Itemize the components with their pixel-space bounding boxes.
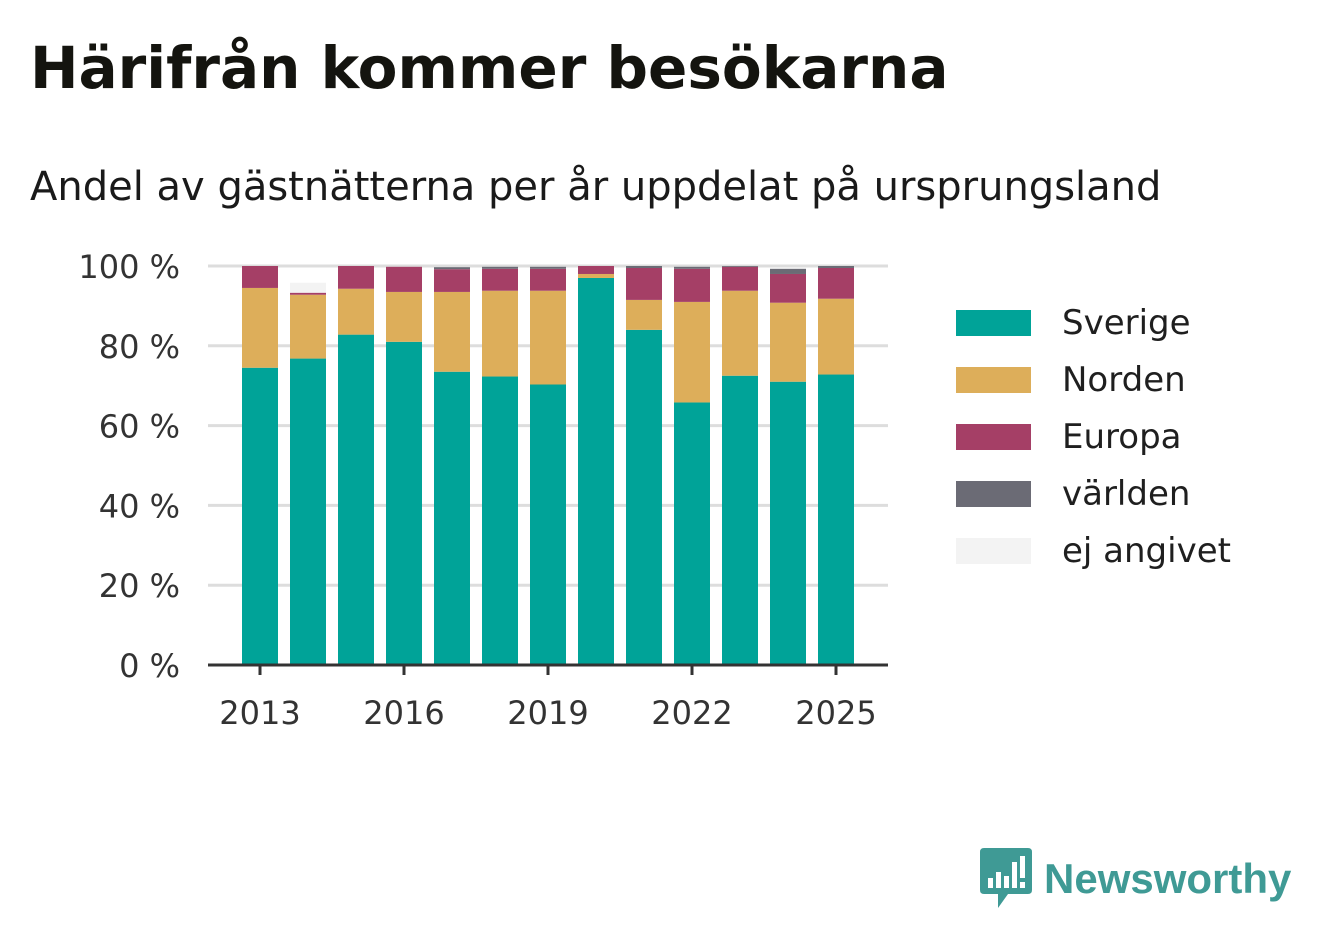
bar-segment bbox=[578, 266, 614, 274]
legend-label: världen bbox=[1062, 474, 1190, 514]
legend-label: Norden bbox=[1062, 360, 1186, 400]
bar-segment bbox=[674, 402, 710, 665]
bar-segment bbox=[578, 277, 614, 665]
bar-segment bbox=[530, 266, 566, 269]
newsworthy-logo-icon bbox=[980, 848, 1032, 908]
bar-segment bbox=[578, 273, 614, 278]
bar-segment bbox=[242, 287, 278, 368]
legend-label: Europa bbox=[1062, 417, 1181, 457]
bar-segment bbox=[530, 268, 566, 291]
bar-segment bbox=[338, 266, 374, 289]
chart-title: Härifrån kommer besökarna bbox=[30, 34, 949, 102]
bar-segment bbox=[770, 273, 806, 303]
legend: Sverige Norden Europa världen ej angivet bbox=[956, 303, 1231, 571]
bar-segment bbox=[386, 291, 422, 342]
x-tick-label: 2013 bbox=[219, 694, 300, 732]
bar-segment bbox=[290, 282, 326, 293]
bar-segment bbox=[722, 375, 758, 665]
bar-segment bbox=[530, 290, 566, 385]
bar-segment bbox=[674, 268, 710, 302]
x-tick-label: 2022 bbox=[651, 694, 732, 732]
bar-segment bbox=[626, 267, 662, 300]
bar-segment bbox=[770, 302, 806, 382]
bar-segment bbox=[386, 341, 422, 665]
x-tick-label: 2016 bbox=[363, 694, 444, 732]
bar-segment bbox=[722, 266, 758, 267]
bar-segment bbox=[770, 268, 806, 274]
y-tick-label: 80 % bbox=[99, 328, 180, 366]
bar-segment bbox=[482, 290, 518, 377]
brand-name: Newsworthy bbox=[1044, 855, 1292, 902]
bar-segment bbox=[674, 266, 710, 269]
chart-subtitle: Andel av gästnätterna per år uppdelat på… bbox=[30, 164, 1162, 210]
bar-segment bbox=[818, 266, 854, 268]
bar-segment bbox=[722, 290, 758, 376]
bar-segment bbox=[242, 367, 278, 665]
bar-segment bbox=[482, 376, 518, 665]
bar-segment bbox=[770, 381, 806, 665]
legend-swatch bbox=[956, 538, 1031, 564]
legend-swatch bbox=[956, 481, 1031, 507]
bar-segment bbox=[722, 266, 758, 291]
bar-segment bbox=[434, 291, 470, 372]
bar-segment bbox=[338, 288, 374, 335]
bar-segment bbox=[818, 298, 854, 375]
y-tick-label: 60 % bbox=[99, 408, 180, 446]
bar-segment bbox=[290, 358, 326, 665]
bar-segment bbox=[290, 294, 326, 359]
bar-segment bbox=[626, 266, 662, 268]
axes: 0 % 20 % 40 % 60 % 80 % 100 % 2013 2016 2019 2022… bbox=[78, 248, 888, 732]
bar-segment bbox=[626, 329, 662, 665]
bar-segment bbox=[434, 371, 470, 665]
bar-segment bbox=[818, 374, 854, 665]
y-tick-label: 0 % bbox=[119, 647, 180, 685]
bars bbox=[242, 266, 854, 665]
bar-segment bbox=[674, 301, 710, 403]
bar-segment bbox=[530, 384, 566, 665]
bar-segment bbox=[482, 268, 518, 291]
bar-segment bbox=[242, 266, 278, 288]
legend-label: ej angivet bbox=[1062, 531, 1231, 571]
bar-segment bbox=[818, 267, 854, 299]
bar-segment bbox=[386, 266, 422, 292]
x-tick-label: 2019 bbox=[507, 694, 588, 732]
brand-logo: Newsworthy bbox=[980, 848, 1291, 910]
legend-swatch bbox=[956, 424, 1031, 450]
y-tick-label: 40 % bbox=[99, 487, 180, 525]
legend-swatch bbox=[956, 310, 1031, 336]
y-tick-label: 20 % bbox=[99, 567, 180, 605]
y-tick-label: 100 % bbox=[78, 248, 180, 286]
x-tick-label: 2025 bbox=[795, 694, 876, 732]
bar-segment bbox=[290, 292, 326, 295]
bar-segment bbox=[338, 334, 374, 665]
legend-swatch bbox=[956, 367, 1031, 393]
bar-segment bbox=[482, 266, 518, 269]
legend-label: Sverige bbox=[1062, 303, 1191, 343]
bar-segment bbox=[626, 299, 662, 330]
bar-segment bbox=[434, 269, 470, 292]
bar-segment bbox=[434, 267, 470, 270]
